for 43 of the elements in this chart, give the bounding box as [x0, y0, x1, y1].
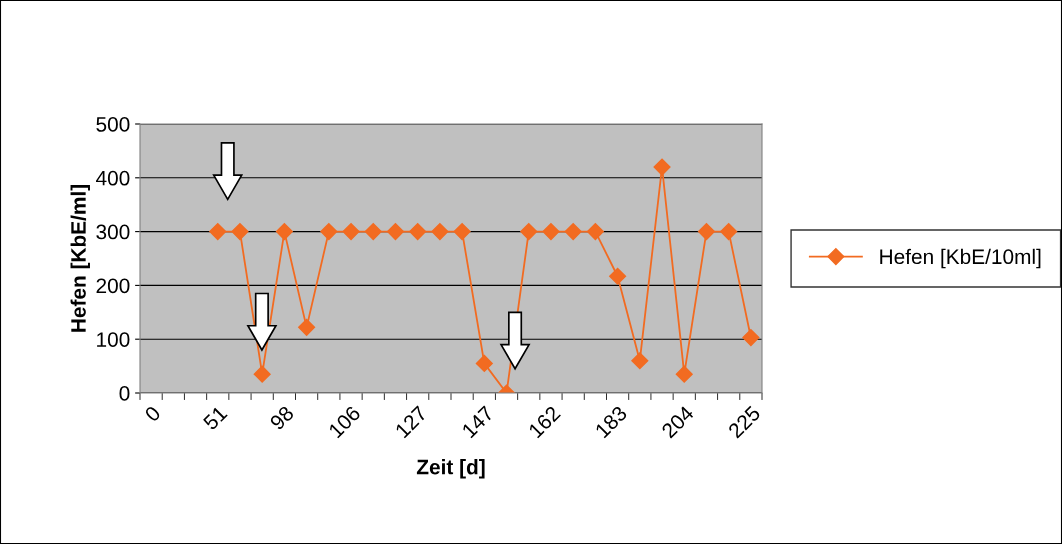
x-axis-title: Zeit [d]	[416, 459, 485, 479]
y-tick-label: 500	[96, 117, 130, 132]
point	[720, 223, 738, 241]
point	[653, 158, 671, 176]
point	[742, 329, 760, 347]
x-tick-label: 183	[594, 405, 628, 439]
point	[586, 223, 604, 241]
y-tick-label: 200	[96, 278, 130, 294]
x-tick-label: 127	[394, 405, 428, 439]
point	[298, 318, 316, 336]
point	[231, 223, 249, 241]
x-tick-label: 106	[327, 405, 362, 439]
point	[475, 354, 493, 372]
x-tick-label: 147	[461, 405, 495, 439]
point	[564, 223, 582, 241]
point	[386, 223, 405, 241]
legend-label: Hefen [KbE/10ml]	[880, 248, 1041, 269]
point	[675, 365, 693, 383]
point	[453, 223, 471, 241]
y-axis-title: Hefen [KbE/ml]	[70, 185, 90, 332]
point	[253, 365, 271, 383]
point	[342, 223, 360, 241]
point	[631, 352, 649, 370]
y-tick-label: 100	[97, 332, 130, 347]
x-tick-label: 162	[527, 405, 562, 439]
y-tick-label: 400	[96, 170, 130, 186]
point	[275, 223, 293, 241]
y-tick-label: 0	[119, 386, 130, 401]
point	[409, 223, 427, 241]
x-tick-label: 204	[660, 404, 695, 439]
point	[431, 223, 449, 241]
x-tick-label: 225	[727, 405, 762, 439]
x-tick-label: 0	[143, 405, 162, 423]
point	[542, 223, 560, 241]
point	[520, 223, 538, 241]
x-tick-label: 51	[202, 405, 228, 431]
x-tick-label: 98	[269, 405, 295, 431]
point	[364, 223, 382, 241]
y-tick-label: 300	[96, 224, 130, 240]
point	[209, 223, 227, 241]
point	[320, 223, 338, 241]
point	[697, 223, 716, 241]
point	[609, 267, 627, 285]
